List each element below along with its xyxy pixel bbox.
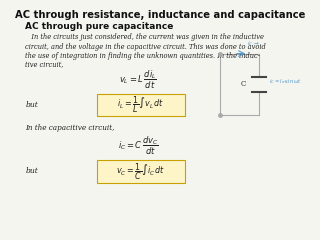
Text: In the capacitive circuit,: In the capacitive circuit, (25, 124, 115, 132)
Text: $v_L = L\,\dfrac{di_L}{dt}$: $v_L = L\,\dfrac{di_L}{dt}$ (119, 69, 157, 91)
Text: $i_L = \dfrac{1}{L}\int v_L\, dt$: $i_L = \dfrac{1}{L}\int v_L\, dt$ (117, 95, 164, 115)
Text: C: C (241, 80, 246, 88)
FancyBboxPatch shape (97, 160, 185, 183)
Text: AC through resistance, inductance and capacitance: AC through resistance, inductance and ca… (15, 10, 305, 20)
Text: $i_C = C\,\dfrac{dv_C}{dt}$: $i_C = C\,\dfrac{dv_C}{dt}$ (118, 135, 158, 157)
Text: AC through pure capacitance: AC through pure capacitance (25, 22, 174, 30)
Text: but: but (25, 167, 38, 175)
Text: In the circuits just considered, the current was given in the inductive
circuit,: In the circuits just considered, the cur… (25, 33, 266, 69)
Text: $v_C = \dfrac{1}{C}\int i_C\, dt$: $v_C = \dfrac{1}{C}\int i_C\, dt$ (116, 161, 165, 182)
Text: $i_C = I_m \sin \omega t$: $i_C = I_m \sin \omega t$ (268, 78, 301, 86)
Text: but: but (25, 101, 38, 108)
FancyBboxPatch shape (97, 94, 185, 116)
Text: $i_C$ →: $i_C$ → (247, 39, 260, 48)
